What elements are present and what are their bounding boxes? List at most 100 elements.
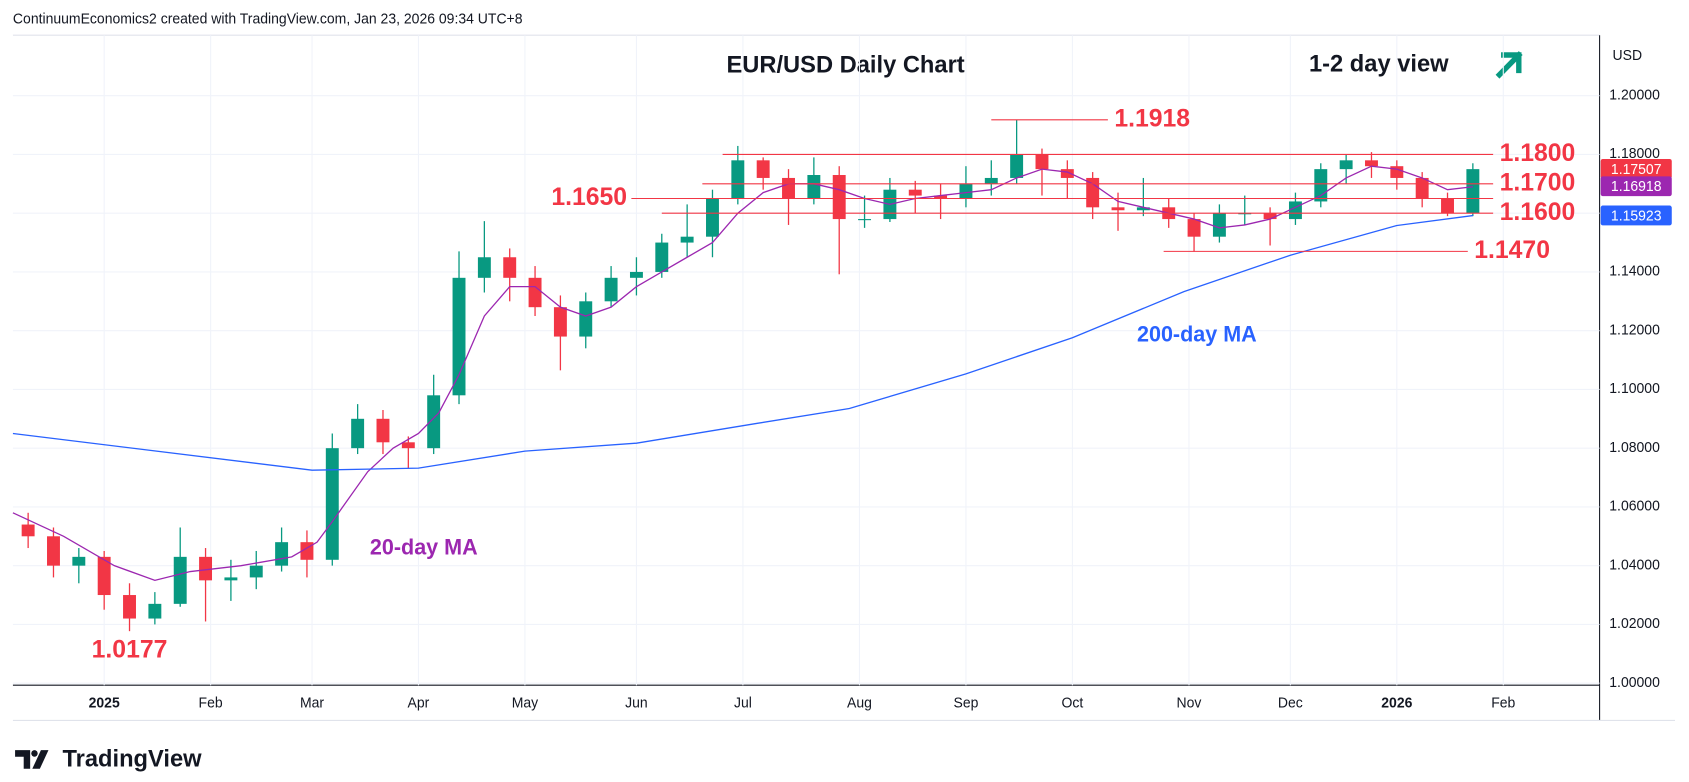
y-tick-label: 1.14000 xyxy=(1609,263,1660,279)
candle-body xyxy=(97,556,111,596)
candle-body xyxy=(72,556,86,566)
price-tag-label: 1.15923 xyxy=(1611,207,1662,223)
candle-body xyxy=(680,236,694,243)
x-tick-label: 2025 xyxy=(89,695,120,711)
candle-body xyxy=(173,556,187,604)
candle-body xyxy=(858,219,872,221)
x-tick-label: Jul xyxy=(734,695,752,711)
y-tick-label: 1.20000 xyxy=(1609,86,1660,102)
level-label: 1.1700 xyxy=(1500,168,1576,196)
x-tick-label: Oct xyxy=(1062,695,1084,711)
x-tick-label: Dec xyxy=(1278,695,1303,711)
price-tag-label: 1.17507 xyxy=(1611,161,1662,177)
y-tick-label: 1.18000 xyxy=(1609,145,1660,161)
candle-body xyxy=(1466,169,1480,214)
candle-body xyxy=(1212,213,1226,237)
x-tick-label: Mar xyxy=(300,695,324,711)
candle-body xyxy=(224,577,238,581)
candle-body xyxy=(376,418,390,443)
y-tick-label: 1.04000 xyxy=(1609,556,1660,572)
candle-body xyxy=(655,242,669,272)
candle-body xyxy=(731,160,745,199)
candle-body xyxy=(1263,213,1277,220)
y-tick-label: 1.12000 xyxy=(1609,321,1660,337)
level-label: 1.1470 xyxy=(1474,236,1550,264)
level-label: 1.1600 xyxy=(1500,198,1576,226)
candle-body xyxy=(477,257,491,278)
level-label: 1.1918 xyxy=(1114,104,1190,132)
candle-body xyxy=(1365,160,1378,167)
x-tick-label: Aug xyxy=(847,695,872,711)
candle-body xyxy=(1390,166,1404,178)
low-label: 1.0177 xyxy=(92,635,168,663)
candle-body xyxy=(351,418,365,449)
candle-body xyxy=(123,595,136,619)
candle-body xyxy=(959,183,973,199)
candle-body xyxy=(503,257,517,278)
candle-body xyxy=(275,542,289,566)
x-tick-label: Jun xyxy=(625,695,648,711)
candle-body xyxy=(325,448,339,560)
candle-body xyxy=(1288,201,1302,220)
x-tick-label: Apr xyxy=(408,695,430,711)
level-label: 1.1800 xyxy=(1500,139,1576,167)
candle-body xyxy=(1415,177,1429,199)
x-tick-label: Sep xyxy=(953,695,978,711)
header-text: ContinuumEconomics2 created with Trading… xyxy=(13,10,523,26)
series-label: 20-day MA xyxy=(370,534,478,559)
view-label: 1-2 day view xyxy=(1309,50,1449,77)
candle-body xyxy=(807,175,821,199)
candle-body xyxy=(249,565,263,578)
candle-body xyxy=(1111,207,1125,211)
brand: TradingView xyxy=(62,745,201,772)
moving-average xyxy=(12,214,1473,471)
series-label: 200-day MA xyxy=(1137,321,1257,346)
candle-body xyxy=(1060,169,1074,178)
candle-body xyxy=(148,603,162,619)
candle-body xyxy=(1035,154,1049,170)
candle-body xyxy=(427,395,441,449)
candle-body xyxy=(452,277,466,396)
candle-body xyxy=(528,277,542,308)
candle-body xyxy=(579,301,593,337)
y-tick-label: 1.08000 xyxy=(1609,439,1660,455)
arrow-icon xyxy=(1495,51,1523,79)
candle-body xyxy=(1136,207,1150,211)
x-tick-label: 2026 xyxy=(1381,695,1412,711)
candle-body xyxy=(1010,154,1024,178)
x-tick-label: May xyxy=(512,695,539,711)
candle-body xyxy=(629,271,643,278)
currency-label: USD xyxy=(1613,47,1643,63)
candle-body xyxy=(553,307,567,337)
x-tick-label: Feb xyxy=(199,695,223,711)
candle-body xyxy=(908,189,922,196)
candle-body xyxy=(934,195,948,199)
candle-body xyxy=(199,556,213,581)
price-tag xyxy=(1600,176,1672,197)
chart-title: EUR/USD Daily Chart xyxy=(726,51,964,78)
y-tick-label: 1.02000 xyxy=(1609,615,1660,631)
x-tick-label: Feb xyxy=(1491,695,1515,711)
candle-body xyxy=(1441,198,1454,214)
candle-body xyxy=(1187,219,1201,237)
candle-body xyxy=(832,175,846,220)
candle-body xyxy=(706,198,719,237)
y-tick-label: 1.10000 xyxy=(1609,380,1660,396)
candle-body xyxy=(1314,169,1328,202)
candle-body xyxy=(47,536,60,566)
candle-body xyxy=(21,524,35,537)
candle-body xyxy=(401,442,415,449)
candle-body xyxy=(984,177,998,184)
candle-body xyxy=(604,277,618,302)
x-tick-label: Nov xyxy=(1177,695,1203,711)
candle-body xyxy=(782,177,795,199)
candle-body xyxy=(1339,160,1353,170)
candle-body xyxy=(756,160,770,178)
price-tag xyxy=(1600,205,1672,226)
tradingview-logo xyxy=(15,750,49,769)
price-tag-label: 1.16918 xyxy=(1611,178,1662,194)
y-tick-label: 1.06000 xyxy=(1609,498,1660,514)
